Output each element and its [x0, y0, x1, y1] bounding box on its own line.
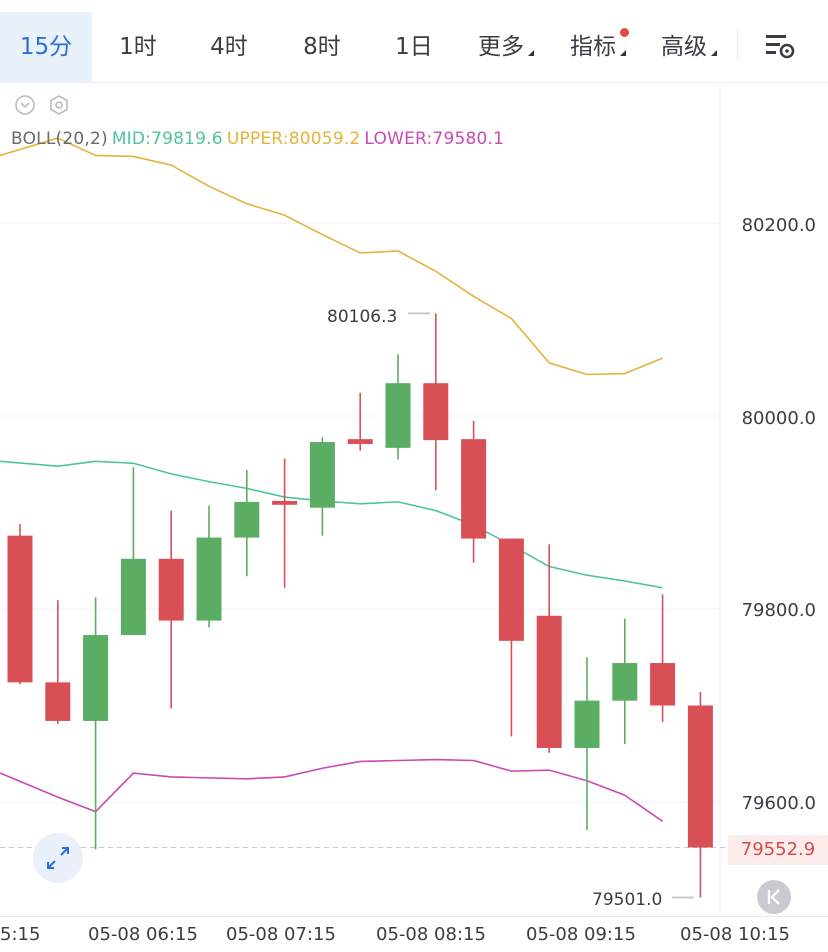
double-left-chevron-icon	[767, 889, 780, 905]
candle-bullish	[234, 501, 260, 538]
boll-name: BOLL(20,2)	[11, 129, 108, 149]
more-label: 更多	[478, 34, 524, 60]
more-menu[interactable]: 更多	[470, 12, 542, 82]
timeframe-bar: 15分 1时 4时 8时 1日 更多 指标 高级	[0, 0, 828, 83]
time-axis-rule	[0, 916, 828, 917]
advanced-label: 高级	[661, 34, 707, 60]
boll-mid-line	[0, 460, 663, 589]
boll-upper: UPPER:80059.2	[226, 129, 361, 149]
boll-lower: LOWER:79580.1	[364, 129, 505, 149]
indicators-menu[interactable]: 指标	[562, 12, 634, 82]
candle-bullish	[83, 635, 109, 721]
candle-bearish	[272, 500, 298, 505]
candle-bearish	[45, 682, 71, 721]
chart-settings-icon[interactable]	[764, 32, 798, 67]
boll-lower-line	[0, 758, 664, 822]
max-price-marker: 80106.3	[327, 307, 398, 327]
candle-bearish	[536, 615, 562, 748]
dropdown-triangle-icon	[711, 50, 717, 56]
boll-mid: MID:79819.6	[111, 129, 223, 149]
fullscreen-button[interactable]	[33, 833, 83, 883]
price-tick: 80200.0	[741, 215, 816, 236]
tab-8h[interactable]: 8时	[303, 34, 341, 60]
chevron-down-circle-icon[interactable]	[15, 95, 35, 115]
tab-1d[interactable]: 1日	[395, 34, 433, 60]
candle-bullish	[612, 663, 638, 701]
candlestick-chart[interactable]	[0, 82, 828, 916]
time-tick: 05-08 09:15	[526, 924, 636, 945]
time-tick: 05-08 10:15	[680, 924, 790, 945]
min-price-marker: 79501.0	[592, 890, 663, 910]
boll-upper-line	[0, 137, 663, 376]
candle-bullish	[574, 700, 600, 748]
scroll-to-latest-button[interactable]	[757, 880, 791, 914]
notification-dot	[620, 28, 629, 37]
candle-bearish	[687, 705, 713, 848]
candle-bullish	[120, 558, 146, 636]
candle-bearish	[423, 383, 449, 441]
price-tick: 80000.0	[741, 408, 816, 429]
chart-tools	[14, 94, 78, 121]
candle-bearish	[461, 439, 487, 539]
time-tick: 05-08 06:15	[88, 924, 198, 945]
candle-bullish	[309, 442, 335, 508]
candle-bearish	[347, 439, 373, 444]
time-tick: 05-08 07:15	[226, 924, 336, 945]
tab-15m[interactable]: 15分	[0, 12, 92, 82]
tab-4h[interactable]: 4时	[210, 34, 248, 60]
candle-bearish	[158, 558, 184, 621]
price-tick: 79800.0	[741, 600, 816, 621]
price-tick: 79600.0	[741, 793, 816, 814]
hexagon-gear-icon[interactable]	[50, 95, 68, 115]
tab-1h[interactable]: 1时	[119, 34, 157, 60]
dropdown-triangle-icon	[528, 50, 534, 56]
divider	[737, 30, 738, 60]
candle-bearish	[498, 538, 524, 641]
candle-bearish	[650, 663, 676, 706]
advanced-menu[interactable]: 高级	[653, 12, 725, 82]
candle-bullish	[385, 383, 411, 448]
expand-arrows-icon	[47, 847, 69, 869]
current-price-label: 79552.9	[728, 835, 828, 865]
candle-bearish	[7, 535, 33, 683]
boll-legend: BOLL(20,2) MID:79819.6 UPPER:80059.2 LOWER:…	[11, 129, 508, 149]
time-tick: 05-08 08:15	[376, 924, 486, 945]
candle-bullish	[196, 537, 222, 621]
dropdown-triangle-icon	[620, 50, 626, 56]
time-tick: 5:15	[0, 924, 41, 945]
indicators-label: 指标	[570, 34, 616, 60]
